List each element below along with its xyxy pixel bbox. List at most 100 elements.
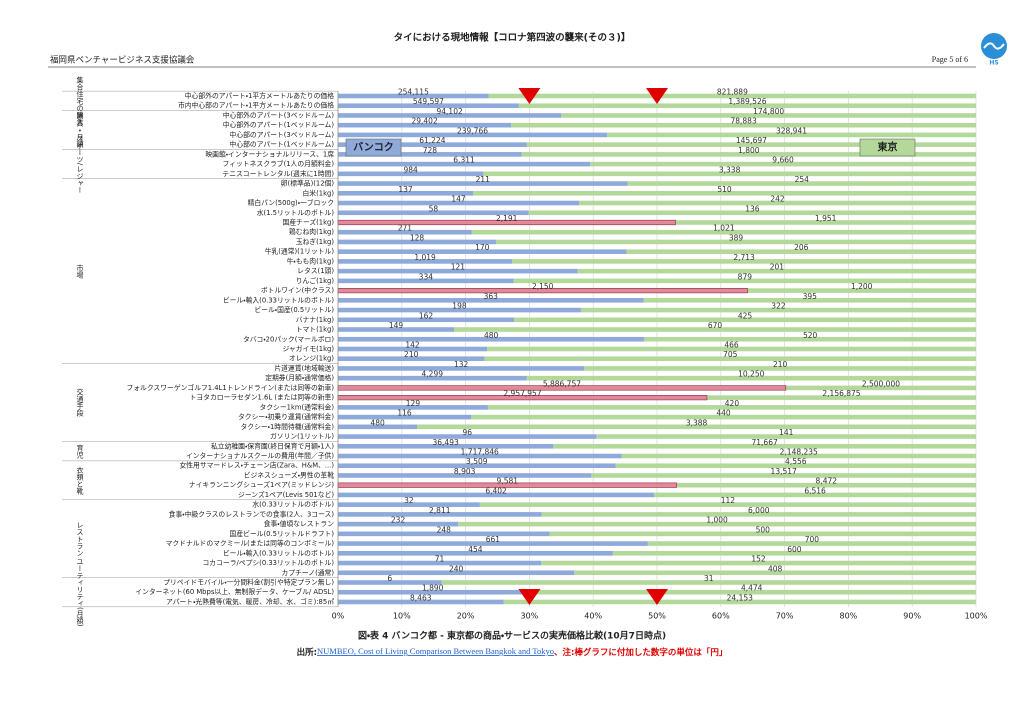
bangkok-label: 29,402	[411, 117, 437, 126]
logo-wave	[983, 42, 1005, 50]
category-label: トヨタカローラセダン1.6L (または同等の新車)	[190, 393, 335, 402]
source-link[interactable]: NUMBEO, Cost of Living Comparison Betwee…	[317, 646, 554, 656]
category-label: ビール・国産(0.5リットル)	[254, 305, 334, 314]
category-label: ナイキランニングシューズ1ペア(ミッドレンジ)	[189, 480, 335, 489]
bar-tokyo	[495, 239, 976, 245]
bar-bangkok	[338, 103, 519, 109]
category-label: 国産チーズ(1kg)	[282, 217, 334, 226]
tokyo-label: 389	[729, 233, 744, 242]
category-label: 市内中心部のアパート・1平方メートルあたりの価格	[178, 101, 334, 110]
bar-bangkok	[338, 249, 627, 254]
tokyo-label: 395	[803, 292, 818, 301]
tokyo-label: 1,951	[815, 214, 837, 223]
tokyo-label: 2,500,000	[862, 379, 900, 388]
category-label: 女性用サマードレス・チェーン店(Zara、H&M、...)	[179, 461, 334, 470]
bangkok-label: 6,311	[453, 156, 475, 165]
category-label: 中心部のアパート(1ベッドルーム)	[230, 140, 335, 149]
bar-bangkok	[338, 570, 575, 576]
bar-tokyo	[615, 463, 976, 469]
bangkok-label: 129	[406, 399, 421, 408]
bangkok-label: 58	[429, 204, 439, 213]
bar-bangkok	[338, 492, 655, 498]
bar-bangkok	[338, 473, 592, 478]
category-label: 定期券(月額・通常価格)	[265, 373, 334, 382]
bangkok-label: 71	[435, 555, 445, 564]
bar-tokyo	[503, 599, 976, 605]
bar-tokyo	[511, 122, 976, 128]
category-label: 牛・もも肉(1kg)	[287, 256, 335, 265]
bar-tokyo	[528, 210, 976, 216]
category-label: 映画館・インターナショナルリリース、1席	[205, 149, 334, 158]
bangkok-label: 984	[403, 165, 418, 174]
bar-bangkok	[338, 122, 512, 128]
reference-marker	[518, 589, 541, 605]
organization: 福岡県ベンチャービジネス支援協議会	[50, 55, 195, 66]
bar-tokyo	[621, 453, 976, 459]
x-tick-label: 50%	[648, 612, 666, 621]
tokyo-label: 420	[725, 399, 740, 408]
category-label: タクシー・初乗り運賃(通常料金)	[238, 412, 334, 421]
bar-bangkok	[338, 298, 644, 303]
bar-tokyo	[479, 502, 976, 507]
bangkok-label: 2,191	[496, 214, 518, 223]
legend-box	[345, 138, 402, 157]
x-tick-label: 100%	[965, 612, 988, 621]
bar-bangkok	[338, 531, 550, 537]
source-prefix: 出所:	[297, 647, 317, 658]
category-label: 卵(標準品)(12個)	[281, 179, 335, 188]
x-tick-label: 60%	[712, 612, 730, 621]
bar-bangkok	[338, 551, 613, 556]
bar-tokyo	[590, 161, 976, 167]
tokyo-label: 500	[756, 525, 771, 534]
tokyo-label: 425	[738, 311, 753, 320]
bar-tokyo	[577, 268, 976, 274]
category-label: バナナ(1kg)	[296, 316, 335, 324]
bar-tokyo	[454, 327, 977, 332]
bar-tokyo	[527, 589, 976, 595]
x-tick-label: 80%	[840, 612, 858, 621]
bar-tokyo	[521, 152, 976, 157]
bangkok-label: 5,886,757	[543, 379, 581, 388]
bar-bangkok	[338, 317, 515, 323]
logo-text: HS	[989, 60, 998, 67]
bar-tokyo	[458, 521, 977, 527]
tokyo-label: 3,338	[719, 165, 741, 174]
bangkok-label: 8,903	[454, 467, 476, 476]
plot: 0% 10% 20% 30% 40% 50% 60% 70% 80% 90% 100% 中心部外のアパ…	[62, 76, 988, 627]
bar-tokyo	[612, 551, 976, 556]
category-label: 水(1.5リットルのボトル)	[257, 208, 335, 217]
bangkok-label: 32	[404, 496, 414, 505]
tokyo-label: 6,000	[748, 506, 770, 515]
tokyo-label: 210	[773, 360, 788, 369]
tokyo-label: 6,516	[804, 486, 826, 495]
bar-tokyo	[483, 171, 976, 177]
category-label: テニスコートレンタル(週末に1時間)	[222, 169, 334, 178]
bar-tokyo	[579, 200, 976, 206]
tokyo-label: 408	[768, 564, 783, 573]
bangkok-label: 661	[486, 535, 501, 544]
bar-tokyo	[553, 443, 976, 449]
bangkok-label: 2,957,957	[503, 389, 541, 398]
category-label: 牛乳(通常)(1リットル)	[265, 247, 335, 256]
bar-bangkok	[338, 453, 622, 459]
bar-tokyo	[526, 375, 976, 381]
category-label: ガソリン(1リットル)	[270, 432, 334, 441]
tokyo-label: 174,800	[753, 107, 784, 116]
group-label: 育児	[76, 443, 84, 459]
tokyo-label: 879	[738, 272, 753, 281]
group-label: 集合住宅の購入	[76, 76, 84, 127]
bangkok-label: 147	[451, 195, 466, 204]
tokyo-label: 821,889	[717, 88, 748, 97]
group-label: 市場	[76, 263, 84, 279]
category-label: 中心部外のアパート(1ベッドルーム)	[223, 120, 335, 129]
bar-bangkok	[338, 560, 542, 566]
tokyo-label: 670	[708, 321, 723, 330]
bar-bangkok	[338, 200, 580, 206]
x-tick-label: 20%	[457, 612, 475, 621]
category-label: 水(0.33リットルのボトル)	[252, 500, 334, 509]
bar-tokyo	[596, 434, 976, 439]
bar-bangkok	[338, 589, 528, 595]
bar-tokyo	[591, 473, 976, 478]
category-label: りんご(1kg)	[296, 276, 335, 285]
